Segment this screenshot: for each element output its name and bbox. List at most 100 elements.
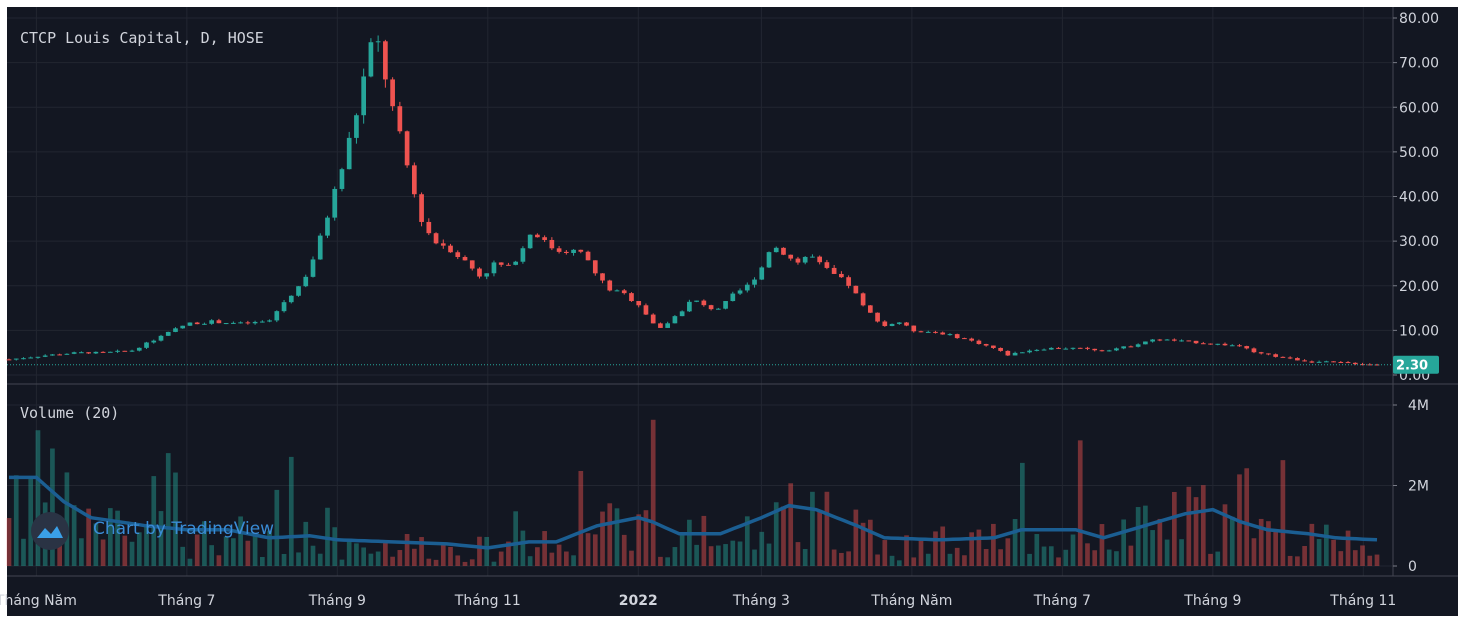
candle-body[interactable] — [426, 221, 432, 234]
volume-bar[interactable] — [339, 559, 345, 566]
volume-bar[interactable] — [491, 561, 497, 566]
volume-bar[interactable] — [636, 514, 642, 566]
volume-bar[interactable] — [13, 475, 19, 566]
volume-bar[interactable] — [643, 510, 649, 566]
volume-bar[interactable] — [542, 531, 547, 566]
candle-body[interactable] — [1266, 353, 1271, 355]
candle-body[interactable] — [1287, 357, 1293, 359]
volume-bar[interactable] — [368, 553, 374, 566]
volume-bar[interactable] — [1005, 538, 1011, 566]
volume-bar[interactable] — [513, 511, 519, 566]
volume-bar[interactable] — [1200, 485, 1206, 566]
candle-body[interactable] — [527, 234, 533, 249]
volume-bar[interactable] — [802, 549, 808, 566]
volume-bar[interactable] — [831, 549, 837, 566]
candle-body[interactable] — [57, 354, 63, 356]
volume-bar[interactable] — [889, 555, 895, 566]
volume-bar[interactable] — [723, 544, 728, 566]
volume-bar[interactable] — [614, 508, 620, 566]
candle-body[interactable] — [1077, 347, 1083, 349]
candle-body[interactable] — [151, 340, 157, 343]
volume-bar[interactable] — [1244, 468, 1250, 566]
volume-bar[interactable] — [28, 478, 34, 566]
volume-bar[interactable] — [390, 556, 395, 566]
volume-bar[interactable] — [839, 552, 844, 566]
volume-bar[interactable] — [744, 516, 750, 566]
candle-body[interactable] — [317, 235, 323, 260]
volume-bar[interactable] — [1070, 534, 1076, 566]
volume-bar[interactable] — [296, 552, 301, 566]
volume-bar[interactable] — [650, 419, 656, 566]
candle-body[interactable] — [672, 316, 678, 324]
candle-body[interactable] — [824, 262, 830, 268]
candle-body[interactable] — [346, 137, 352, 170]
volume-bar[interactable] — [115, 510, 120, 566]
volume-bar[interactable] — [151, 476, 157, 566]
candle-body[interactable] — [1374, 364, 1380, 366]
candle-body[interactable] — [1323, 361, 1329, 363]
candle-body[interactable] — [621, 290, 627, 294]
volume-bar[interactable] — [1092, 550, 1098, 566]
candle-body[interactable] — [658, 323, 663, 328]
candle-body[interactable] — [933, 331, 938, 333]
candle-body[interactable] — [766, 252, 772, 268]
volume-bar[interactable] — [259, 556, 265, 566]
volume-bar[interactable] — [1114, 551, 1119, 566]
candle-body[interactable] — [202, 323, 207, 325]
candle-body[interactable] — [578, 249, 584, 252]
volume-bar[interactable] — [925, 553, 931, 566]
volume-axis[interactable]: 0 2M 4M — [1393, 398, 1429, 575]
candle-body[interactable] — [35, 356, 41, 358]
volume-bar[interactable] — [281, 553, 287, 566]
candle-body[interactable] — [223, 323, 229, 325]
volume-bar[interactable] — [332, 527, 338, 566]
candle-body[interactable] — [665, 323, 671, 328]
volume-bar[interactable] — [223, 536, 229, 566]
volume-bar[interactable] — [846, 551, 851, 566]
candle-body[interactable] — [144, 342, 149, 348]
volume-bar[interactable] — [918, 538, 924, 566]
volume-bar[interactable] — [173, 472, 178, 566]
volume-bar[interactable] — [50, 448, 55, 566]
candle-body[interactable] — [759, 267, 765, 280]
candle-body[interactable] — [1280, 356, 1286, 358]
candle-body[interactable] — [1258, 352, 1264, 354]
volume-bar[interactable] — [93, 523, 99, 566]
volume-bar[interactable] — [1338, 551, 1344, 566]
candle-body[interactable] — [882, 321, 888, 327]
candle-body[interactable] — [1005, 350, 1011, 356]
volume-bar[interactable] — [79, 538, 84, 566]
candle-body[interactable] — [1034, 349, 1040, 351]
candle-body[interactable] — [310, 259, 316, 277]
volume-bar[interactable] — [107, 508, 113, 566]
volume-bar[interactable] — [600, 511, 605, 566]
volume-bar[interactable] — [57, 537, 63, 566]
volume-bar[interactable] — [708, 546, 714, 566]
volume-bar[interactable] — [991, 523, 996, 566]
volume-bar[interactable] — [1273, 531, 1279, 566]
volume-bar[interactable] — [621, 534, 627, 566]
candle-body[interactable] — [643, 305, 649, 315]
volume-bar[interactable] — [1374, 554, 1380, 566]
volume-bar[interactable] — [737, 541, 743, 566]
volume-bar[interactable] — [1352, 550, 1358, 566]
candle-body[interactable] — [1019, 352, 1025, 354]
volume-bar[interactable] — [397, 550, 403, 566]
candle-body[interactable] — [332, 188, 338, 218]
volume-bar[interactable] — [1323, 524, 1329, 566]
volume-bar[interactable] — [433, 559, 439, 566]
volume-bar[interactable] — [144, 524, 149, 566]
volume-bar[interactable] — [310, 545, 316, 566]
candle-body[interactable] — [867, 305, 873, 313]
candle-body[interactable] — [853, 285, 859, 294]
volume-bar[interactable] — [1048, 546, 1054, 566]
candle-body[interactable] — [781, 247, 786, 255]
volume-bar[interactable] — [1215, 551, 1221, 566]
volume-bar[interactable] — [498, 551, 504, 566]
candle-body[interactable] — [13, 358, 19, 360]
volume-bar[interactable] — [694, 544, 699, 566]
volume-bar[interactable] — [824, 491, 830, 566]
candle-body[interactable] — [810, 256, 815, 258]
volume-bar[interactable] — [535, 547, 540, 566]
volume-bar[interactable] — [274, 489, 280, 566]
